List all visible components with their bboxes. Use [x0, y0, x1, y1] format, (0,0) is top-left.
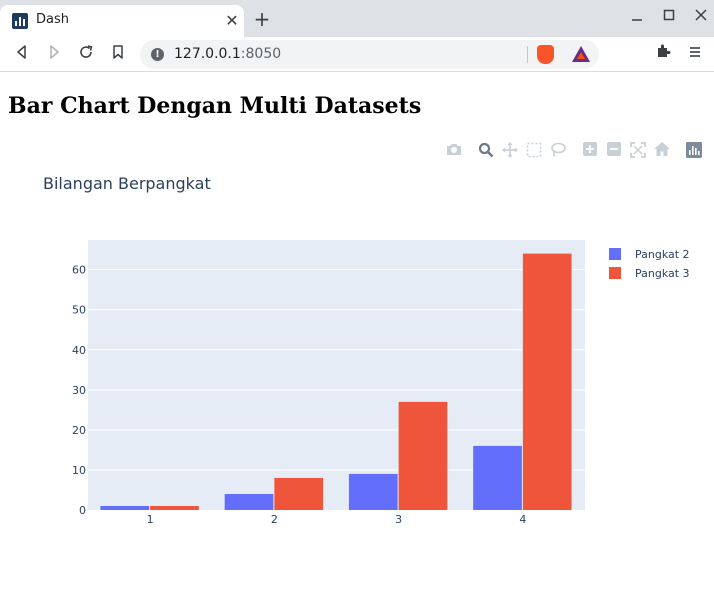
y-tick-label: 10 [72, 464, 86, 477]
tab-title: Dash [36, 12, 69, 27]
y-tick-label: 50 [72, 304, 86, 317]
grid-lines [88, 269, 585, 471]
legend-swatch [609, 248, 621, 260]
bar [522, 253, 572, 510]
minimize-icon[interactable] [625, 6, 649, 28]
chart-title: Bilangan Berpangkat [43, 174, 211, 193]
legend-item: Pangkat 2 [635, 248, 690, 261]
legend-item: Pangkat 3 [635, 267, 690, 280]
zoom-out-icon[interactable] [604, 142, 624, 162]
pan-icon[interactable] [500, 142, 520, 162]
bar [348, 473, 398, 510]
dash-favicon-icon [12, 13, 28, 29]
bar [473, 445, 522, 510]
bar [150, 505, 199, 510]
browser-toolbar: ! 127.0.0.1:8050 [0, 37, 714, 72]
x-tick-label: 4 [519, 513, 526, 526]
x-axis-ticks: 1 2 3 4 [147, 513, 527, 526]
forward-icon[interactable] [42, 42, 66, 66]
zoom-in-icon[interactable] [580, 142, 600, 162]
autoscale-icon[interactable] [628, 142, 648, 162]
zoom-icon[interactable] [476, 142, 496, 162]
browser-tab[interactable]: Dash ✕ [0, 5, 244, 37]
bar [100, 505, 150, 510]
close-icon[interactable] [689, 6, 713, 28]
new-tab-button[interactable]: + [253, 7, 271, 31]
back-icon[interactable] [10, 42, 34, 66]
lasso-icon[interactable] [548, 142, 568, 162]
bar [224, 493, 274, 510]
y-tick-label: 60 [72, 264, 86, 277]
bar [398, 401, 448, 510]
camera-icon[interactable] [444, 142, 464, 162]
site-info-icon[interactable]: ! [151, 48, 164, 61]
brave-shields-icon[interactable] [537, 45, 554, 64]
plotly-logo-icon[interactable] [684, 142, 704, 162]
y-tick-label: 30 [72, 384, 86, 397]
legend: Pangkat 2 Pangkat 3 [609, 248, 690, 280]
box-select-icon[interactable] [524, 142, 544, 162]
y-tick-label: 0 [79, 504, 86, 517]
page-title: Bar Chart Dengan Multi Datasets [8, 93, 422, 119]
bar [274, 477, 324, 510]
x-tick-label: 1 [147, 513, 154, 526]
tab-close-icon[interactable]: ✕ [225, 11, 239, 30]
y-axis-ticks: 0 10 20 30 40 50 60 [72, 264, 86, 517]
plotly-modebar [440, 142, 710, 164]
bookmark-icon[interactable] [106, 42, 130, 66]
brave-rewards-icon[interactable] [572, 46, 590, 62]
address-bar[interactable]: ! 127.0.0.1:8050 [140, 40, 599, 69]
tab-strip: Dash ✕ + [0, 0, 714, 37]
reload-icon[interactable] [74, 42, 98, 66]
maximize-icon[interactable] [657, 6, 681, 28]
url-text: 127.0.0.1:8050 [174, 46, 281, 62]
x-tick-label: 2 [271, 513, 278, 526]
extensions-icon[interactable] [651, 42, 675, 66]
url-host: 127.0.0.1 [174, 46, 241, 62]
x-tick-label: 3 [395, 513, 402, 526]
y-tick-label: 20 [72, 424, 86, 437]
url-port: :8050 [240, 46, 282, 62]
reset-axes-icon[interactable] [652, 142, 672, 162]
legend-swatch [609, 267, 621, 279]
y-tick-label: 40 [72, 344, 86, 357]
bars [100, 253, 572, 510]
menu-icon[interactable] [683, 42, 707, 66]
omnibox-divider [527, 46, 528, 63]
